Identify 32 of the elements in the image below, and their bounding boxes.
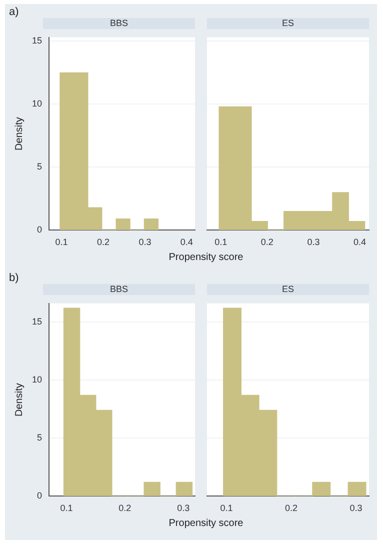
- x-tick-label: 0.3: [307, 237, 320, 248]
- text: a): [9, 6, 19, 18]
- chart-title: BBS: [43, 284, 195, 295]
- x-tick-label: 0.2: [118, 503, 132, 514]
- x-tick-label: 0.4: [353, 237, 366, 248]
- y-tick-label: 5: [36, 162, 42, 172]
- x-tick-label: 0.1: [55, 237, 68, 248]
- text: b): [9, 272, 19, 284]
- x-tick-label: 0.2: [96, 237, 110, 248]
- chart-title: ES: [207, 284, 369, 295]
- x-tick-label: 0.1: [220, 503, 233, 514]
- chart-title: ES: [207, 18, 369, 29]
- y-tick-label: 5: [36, 432, 42, 443]
- y-tick-label: 10: [32, 374, 42, 385]
- x-tick-label: 0.1: [214, 237, 228, 248]
- x-tick-label: 0.3: [138, 237, 152, 248]
- chart-title: BBS: [43, 18, 195, 29]
- x-tick-label: 0.2: [284, 503, 298, 514]
- x-tick-label: 0.3: [350, 503, 362, 514]
- x-tick-label: 0.1: [60, 503, 73, 514]
- y-tick-label: 0: [36, 490, 42, 501]
- y-tick-label: 10: [32, 98, 42, 109]
- x-tick-label: 0.4: [180, 237, 193, 248]
- y-axis-title: Density: [14, 383, 25, 416]
- x-tick-label: 0.2: [260, 237, 274, 248]
- y-tick-label: 0: [36, 224, 42, 235]
- x-axis-title: Propensity score: [168, 252, 244, 263]
- y-axis-title: Density: [14, 117, 25, 150]
- x-tick-label: 0.3: [177, 503, 190, 514]
- y-tick-label: 15: [32, 316, 42, 326]
- y-tick-label: 15: [32, 36, 42, 46]
- x-axis-title: Propensity score: [168, 518, 244, 529]
